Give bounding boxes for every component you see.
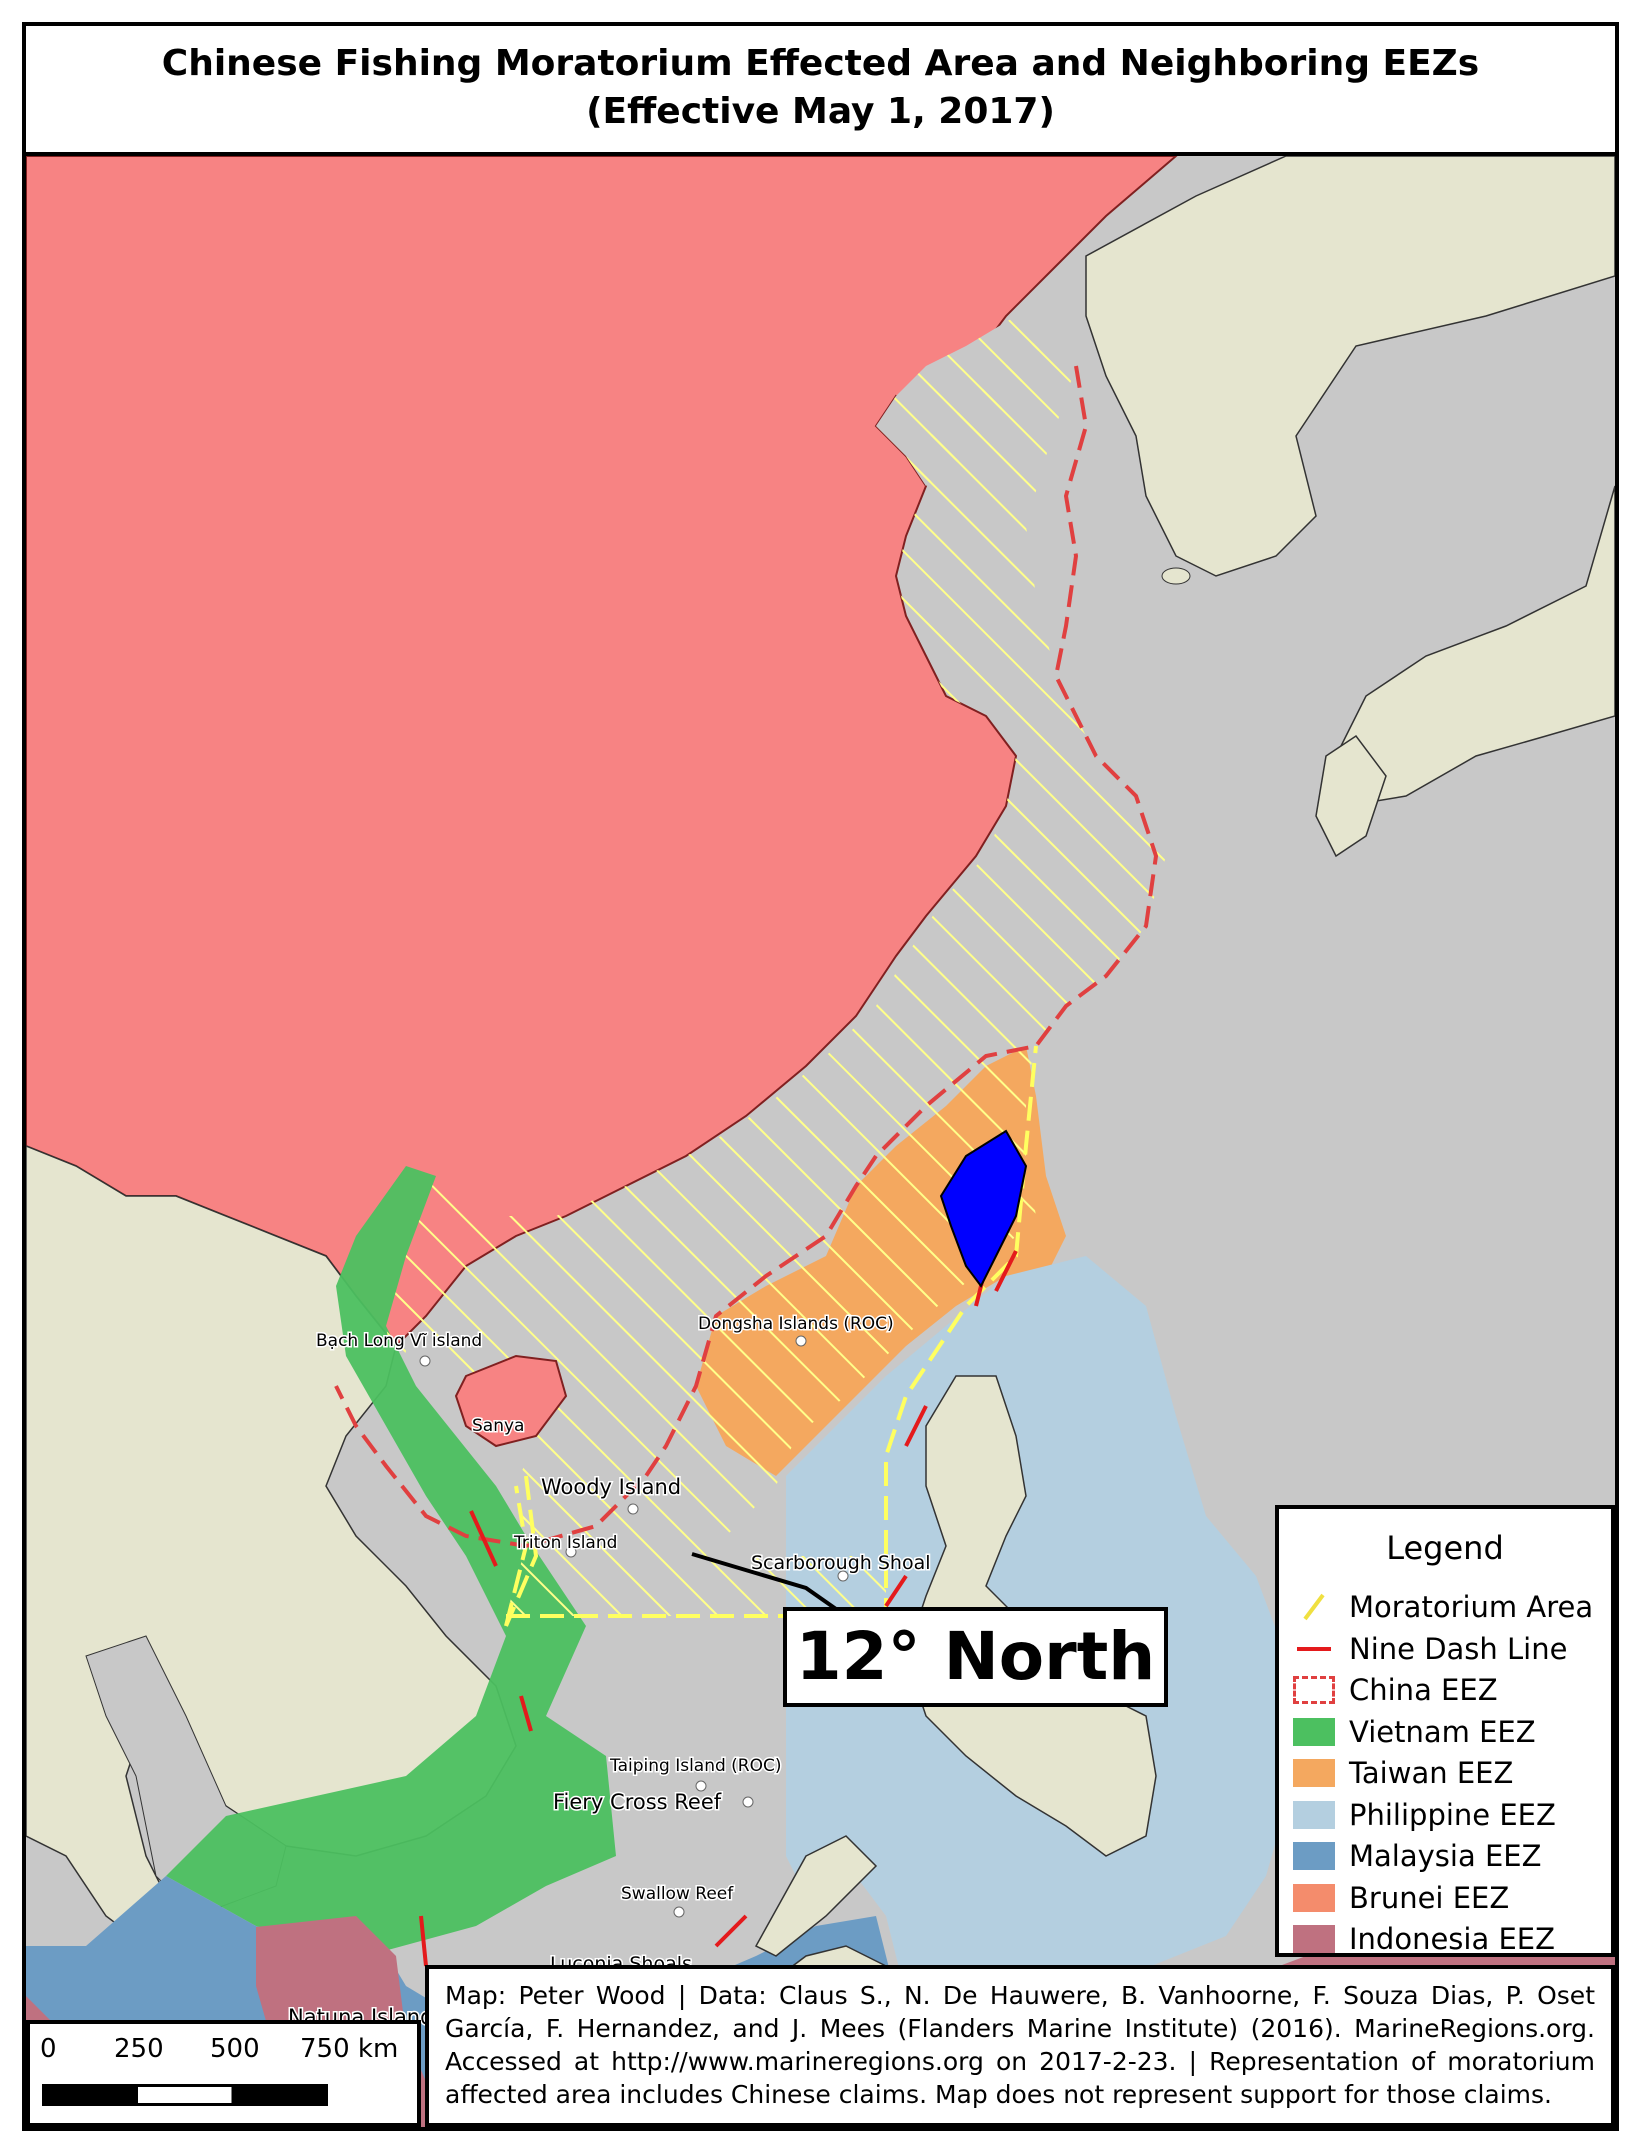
china-eez-boundary xyxy=(334,365,1159,1549)
woody-dot xyxy=(627,1503,639,1515)
title-box: Chinese Fishing Moratorium Effected Area… xyxy=(22,22,1619,156)
map-title: Chinese Fishing Moratorium Effected Area… xyxy=(161,43,1480,84)
scale-tick-500: 500 xyxy=(210,2034,260,2064)
label-fiery-cross: Fiery Cross Reef xyxy=(553,1790,722,1814)
label-scarborough: Scarborough Shoal xyxy=(751,1552,931,1574)
legend-item: Moratorium Area xyxy=(1293,1589,1593,1625)
legend-item: Brunei EEZ xyxy=(1293,1880,1509,1916)
label-bach-long-vi: Bạch Long Vĩ island xyxy=(316,1331,482,1351)
legend-symbol xyxy=(1293,1635,1335,1663)
legend-label: Brunei EEZ xyxy=(1349,1880,1510,1915)
legend-label: Vietnam EEZ xyxy=(1349,1714,1536,1749)
moratorium-bohai xyxy=(876,316,1046,486)
twelve-north-callout: 12° North xyxy=(783,1607,1168,1707)
legend-symbol xyxy=(1293,1593,1335,1621)
legend-symbol xyxy=(1293,1676,1335,1704)
legend-symbol xyxy=(1293,1925,1335,1953)
legend-item: Malaysia EEZ xyxy=(1293,1838,1541,1874)
label-woody: Woody Island xyxy=(541,1475,681,1499)
callout-pointer xyxy=(691,1552,848,1618)
legend-label: China EEZ xyxy=(1349,1673,1498,1707)
hainan-island xyxy=(454,1354,568,1448)
legend-symbol xyxy=(1293,1759,1335,1787)
callout-text: 12° North xyxy=(795,1618,1156,1695)
bach-long-vi-dot xyxy=(419,1355,431,1367)
label-dongsha: Dongsha Islands (ROC) xyxy=(698,1314,894,1334)
label-sanya: Sanya xyxy=(472,1416,524,1436)
jeju-island xyxy=(1161,567,1191,585)
credit-text: Map: Peter Wood | Data: Claus S., N. De … xyxy=(425,1965,1615,2127)
legend-label: Indonesia EEZ xyxy=(1349,1922,1555,1956)
swallow-dot xyxy=(673,1906,685,1918)
legend-item: Taiwan EEZ xyxy=(1293,1755,1513,1791)
taiwan-island xyxy=(939,1129,1028,1288)
triton-dot xyxy=(565,1546,577,1558)
legend-item: Nine Dash Line xyxy=(1293,1631,1567,1667)
legend-item: Indonesia EEZ xyxy=(1293,1921,1555,1957)
philippines-landmass xyxy=(905,1375,1157,1857)
scarborough-dot xyxy=(837,1570,849,1582)
moratorium-area xyxy=(386,326,1166,1616)
legend-item: Philippine EEZ xyxy=(1293,1797,1556,1833)
vietnam-eez xyxy=(166,1166,616,1956)
legend-label: Philippine EEZ xyxy=(1349,1797,1556,1832)
dongsha-dot xyxy=(795,1335,807,1347)
scale-bar: 0 250 500 750 km xyxy=(26,2020,421,2127)
label-taiping: Taiping Island (ROC) xyxy=(609,1756,782,1776)
legend-title: Legend xyxy=(1386,1529,1504,1567)
fiery-cross-dot xyxy=(742,1796,754,1808)
palawan-island xyxy=(754,1835,878,1957)
korea-landmass xyxy=(1085,156,1615,577)
legend-symbol xyxy=(1293,1717,1335,1746)
scale-bar-inner xyxy=(138,2090,224,2100)
scale-tick-0: 0 xyxy=(40,2034,57,2064)
legend-symbol xyxy=(1293,1800,1335,1829)
legend-label: Malaysia EEZ xyxy=(1349,1839,1542,1873)
scale-tick-750: 750 km xyxy=(300,2034,399,2064)
taiping-dot xyxy=(695,1780,707,1792)
label-swallow: Swallow Reef xyxy=(621,1884,734,1904)
scale-tick-250: 250 xyxy=(114,2034,164,2064)
map-subtitle: (Effective May 1, 2017) xyxy=(586,91,1055,132)
legend-label: Moratorium Area xyxy=(1349,1590,1594,1624)
legend: Legend Moratorium Area Nine Dash Line Chin… xyxy=(1275,1505,1615,1957)
legend-label: Taiwan EEZ xyxy=(1349,1756,1514,1790)
legend-item: Vietnam EEZ xyxy=(1293,1714,1536,1750)
japan-south-island xyxy=(1315,734,1387,858)
legend-symbol xyxy=(1293,1883,1335,1912)
legend-symbol xyxy=(1293,1842,1335,1870)
label-triton: Triton Island xyxy=(513,1533,617,1553)
legend-item: China EEZ xyxy=(1293,1672,1498,1708)
legend-label: Nine Dash Line xyxy=(1349,1631,1568,1666)
